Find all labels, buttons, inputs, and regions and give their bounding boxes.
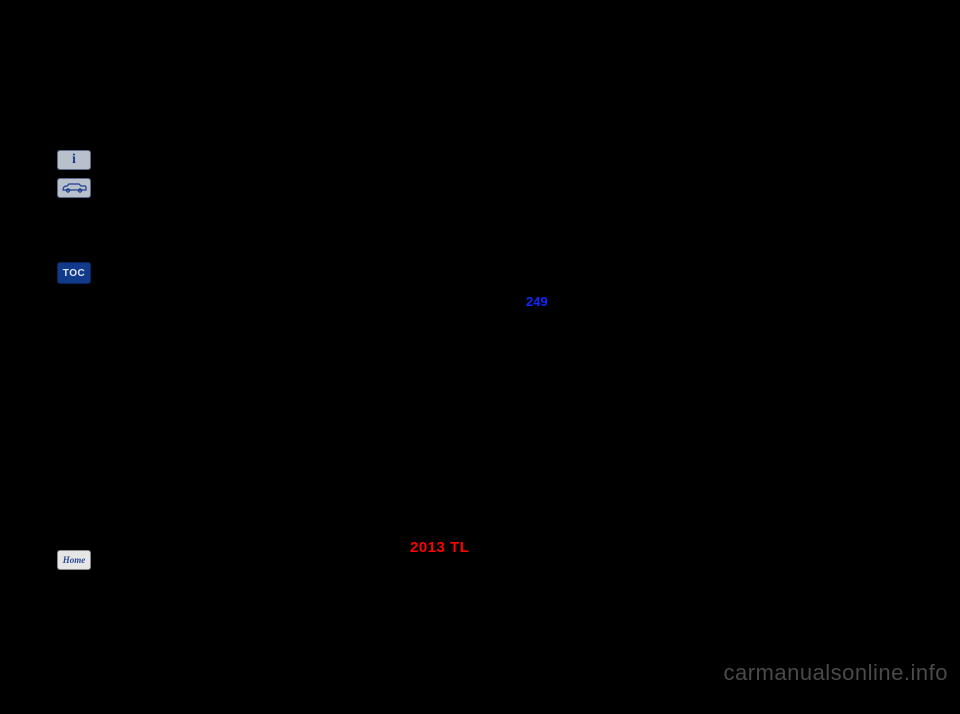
home-label: Home bbox=[63, 555, 86, 565]
model-year-label: 2013 TL bbox=[410, 539, 469, 556]
toc-button[interactable]: TOC bbox=[57, 262, 91, 284]
watermark: carmanualsonline.info bbox=[723, 660, 948, 686]
vehicle-button[interactable] bbox=[57, 178, 91, 198]
info-button[interactable]: i bbox=[57, 150, 91, 170]
toc-label: TOC bbox=[63, 268, 85, 279]
page-link-249[interactable]: 249 bbox=[526, 294, 548, 309]
info-icon: i bbox=[72, 152, 76, 168]
home-button[interactable]: Home bbox=[57, 550, 91, 570]
sidebar: i TOC Home bbox=[52, 0, 96, 570]
manual-page: i TOC Home 249 2013 TL carmanualsonline.… bbox=[0, 0, 960, 714]
car-icon bbox=[61, 182, 87, 194]
